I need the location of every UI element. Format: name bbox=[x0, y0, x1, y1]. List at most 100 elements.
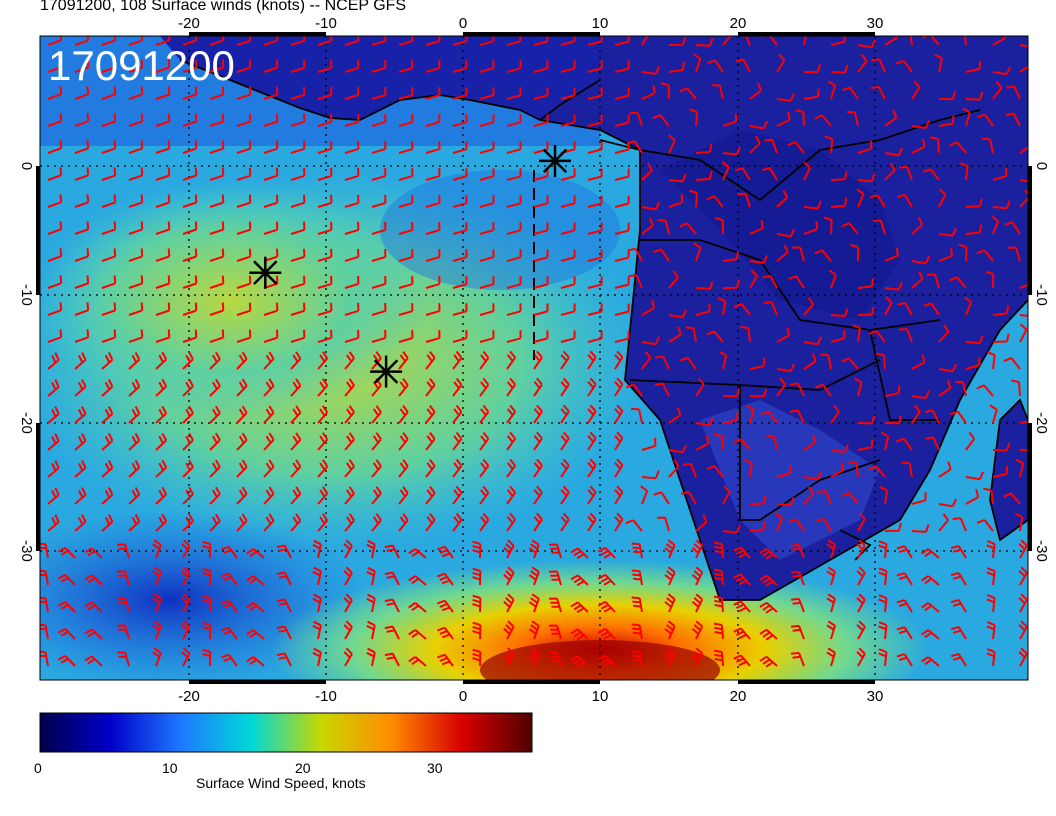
storm-marker-star-3 bbox=[370, 355, 403, 388]
wind-barb bbox=[128, 486, 141, 505]
wind-barb bbox=[398, 114, 414, 127]
wind-barb bbox=[740, 325, 751, 343]
wind-barb bbox=[533, 458, 543, 478]
wind-barb bbox=[911, 138, 926, 154]
axis-bar-segment bbox=[189, 32, 326, 36]
wind-barb bbox=[479, 404, 490, 424]
wind-barb bbox=[344, 275, 360, 289]
wind-barb bbox=[641, 217, 654, 235]
wind-barb bbox=[560, 458, 570, 478]
right-tick-label: -20 bbox=[1033, 412, 1050, 434]
wind-barb bbox=[682, 462, 697, 478]
wind-barb bbox=[965, 489, 980, 505]
wind-barb bbox=[398, 459, 409, 478]
wind-barb bbox=[803, 221, 819, 235]
wind-barb bbox=[408, 548, 427, 559]
wind-barb bbox=[776, 228, 796, 238]
wind-barb bbox=[965, 471, 985, 481]
wind-barb bbox=[398, 87, 414, 100]
storm-markers bbox=[249, 144, 571, 388]
wind-barb bbox=[182, 351, 194, 370]
wind-barb bbox=[976, 518, 994, 532]
wind-barb bbox=[344, 167, 360, 181]
wind-barb bbox=[155, 248, 171, 262]
wind-barb bbox=[152, 620, 162, 640]
wind-barb bbox=[938, 513, 949, 532]
wind-barb bbox=[614, 330, 630, 343]
wind-barb bbox=[209, 113, 225, 127]
wind-barb bbox=[371, 459, 382, 478]
wind-barb bbox=[733, 302, 751, 316]
wind-barb bbox=[290, 405, 302, 424]
wind-barb bbox=[626, 383, 643, 397]
wind-barb bbox=[506, 222, 522, 235]
wind-barb bbox=[290, 275, 306, 289]
wind-barb bbox=[101, 59, 117, 73]
wind-barb bbox=[614, 195, 630, 208]
wind-barb bbox=[668, 134, 676, 154]
wind-barb bbox=[762, 274, 778, 289]
wind-barb bbox=[290, 513, 302, 532]
colorbar-tick-label: 0 bbox=[34, 760, 42, 776]
wind-barb bbox=[587, 222, 603, 235]
wind-barb bbox=[503, 566, 515, 586]
wind-barb bbox=[965, 91, 984, 101]
wind-barb bbox=[668, 270, 679, 289]
wind-barb bbox=[506, 114, 522, 127]
wind-barb bbox=[398, 36, 414, 46]
wind-barb bbox=[101, 352, 114, 370]
wind-barb bbox=[976, 249, 994, 262]
wind-barb bbox=[560, 222, 576, 235]
wind-barb bbox=[749, 388, 768, 398]
wind-barb bbox=[506, 87, 522, 100]
wind-barb bbox=[668, 444, 688, 454]
wind-barb bbox=[1004, 221, 1021, 235]
wind-barb bbox=[182, 302, 198, 316]
wind-barb bbox=[182, 167, 198, 181]
wind-barb bbox=[660, 82, 670, 100]
wind-barb bbox=[842, 86, 859, 100]
wind-barb bbox=[371, 486, 382, 505]
wind-barb bbox=[528, 566, 540, 586]
wind-barb bbox=[128, 459, 141, 478]
wind-barb bbox=[803, 297, 815, 316]
wind-barb bbox=[209, 302, 225, 316]
wind-barb bbox=[344, 302, 360, 316]
wind-barb bbox=[641, 201, 661, 211]
wind-barb bbox=[236, 432, 248, 451]
wind-barb bbox=[803, 88, 820, 100]
wind-barb bbox=[398, 330, 414, 343]
wind-barb bbox=[857, 439, 874, 451]
wind-barb bbox=[803, 434, 817, 451]
wind-barb bbox=[155, 329, 171, 343]
wind-barb bbox=[74, 275, 90, 289]
wind-barb bbox=[533, 377, 543, 397]
wind-barb bbox=[236, 275, 252, 289]
chart-title: 17091200, 108 Surface winds (knots) -- N… bbox=[40, 0, 407, 14]
wind-barb bbox=[713, 622, 724, 640]
wind-barb bbox=[47, 221, 63, 235]
wind-barb bbox=[181, 539, 191, 559]
wind-barb bbox=[236, 36, 252, 46]
wind-barb bbox=[641, 470, 660, 480]
axis-bars bbox=[36, 32, 1032, 684]
wind-barb bbox=[911, 217, 924, 235]
wind-barb bbox=[587, 36, 603, 46]
wind-barb bbox=[209, 378, 221, 397]
wind-barb bbox=[841, 357, 859, 370]
wind-barb bbox=[896, 626, 913, 640]
wind-barb bbox=[878, 540, 888, 559]
wind-barb bbox=[408, 629, 427, 640]
wind-barb bbox=[899, 165, 913, 181]
wind-barb bbox=[246, 629, 265, 640]
wind-barb bbox=[898, 328, 913, 343]
wind-barb bbox=[74, 406, 87, 424]
wind-barb bbox=[884, 385, 901, 397]
wind-barb bbox=[560, 512, 570, 532]
wind-barb bbox=[101, 433, 114, 451]
wind-barb bbox=[246, 575, 265, 586]
wind-barb bbox=[40, 596, 49, 613]
wind-barb bbox=[774, 512, 783, 532]
wind-barb bbox=[425, 141, 441, 154]
wind-barb bbox=[587, 330, 603, 343]
